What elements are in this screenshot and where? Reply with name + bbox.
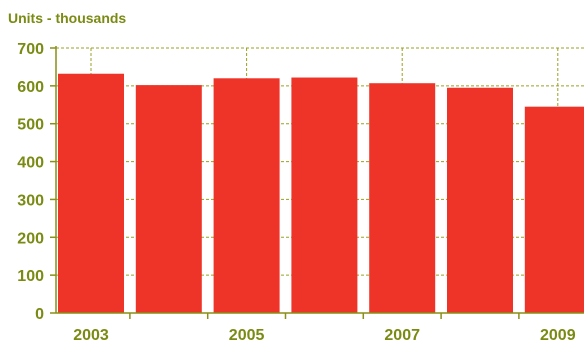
y-tick-label: 400 xyxy=(17,155,44,172)
y-tick-label: 0 xyxy=(35,306,44,323)
x-tick-label: 2005 xyxy=(229,327,265,344)
x-tick-label: 2007 xyxy=(384,327,420,344)
bar xyxy=(135,85,202,313)
y-tick-label: 700 xyxy=(17,41,44,58)
x-tick-label: 2003 xyxy=(73,327,109,344)
y-tick-label: 200 xyxy=(17,230,44,247)
bar xyxy=(447,87,513,313)
unit-label: Units - thousands xyxy=(8,10,127,26)
y-tick-label: 300 xyxy=(17,192,44,209)
bar xyxy=(524,106,584,313)
bar xyxy=(291,77,358,314)
y-tick-label: 500 xyxy=(17,117,44,134)
y-tick-label: 600 xyxy=(17,79,44,96)
y-tick-label: 100 xyxy=(17,268,44,285)
bar xyxy=(58,73,124,313)
x-tick-label: 2009 xyxy=(540,327,576,344)
bar xyxy=(369,83,436,313)
bar xyxy=(213,78,280,314)
